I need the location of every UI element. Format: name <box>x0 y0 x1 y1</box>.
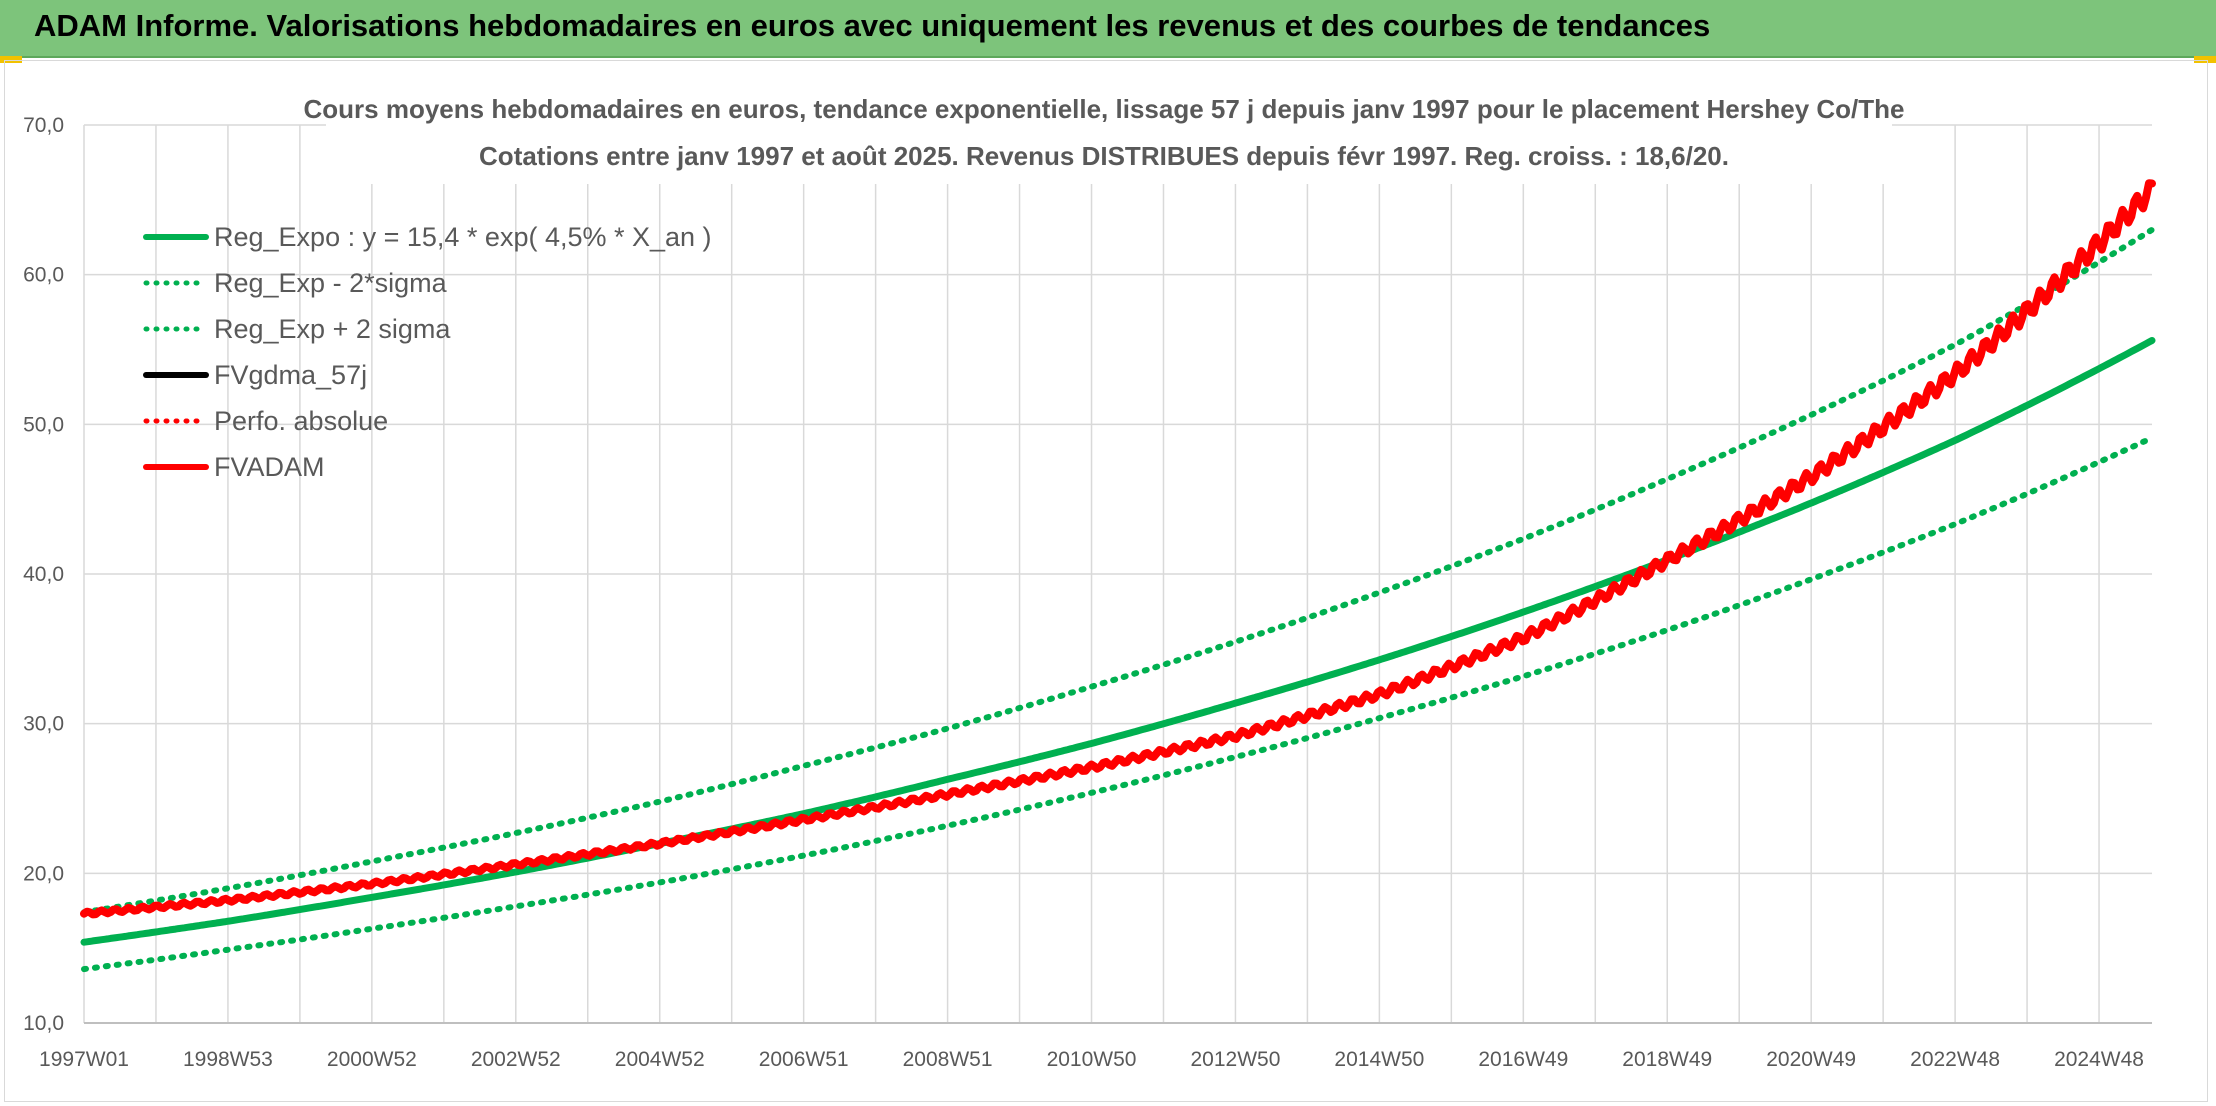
y-tick-label: 60,0 <box>23 264 64 287</box>
x-tick-label: 2022W48 <box>1910 1048 2000 1071</box>
x-tick-label: 1998W53 <box>183 1048 273 1071</box>
legend-label: Reg_Exp - 2*sigma <box>214 268 448 298</box>
legend-label: FVgdma_57j <box>214 360 367 390</box>
legend-label: Reg_Exp + 2 sigma <box>214 314 451 344</box>
title-backdrop <box>326 84 1892 184</box>
header-accent-left <box>0 56 22 63</box>
chart-area <box>4 60 2208 1102</box>
chart-title-line1: Cours moyens hebdomadaires en euros, ten… <box>304 94 1905 124</box>
header-accent-right <box>2194 56 2216 63</box>
y-tick-label: 40,0 <box>23 563 64 586</box>
series-reg-expo <box>80 337 2156 946</box>
y-tick-label: 30,0 <box>23 713 64 736</box>
series-reg-exp-plus-2sigma <box>81 226 2155 916</box>
y-tick-label: 70,0 <box>23 114 64 137</box>
x-tick-label: 2020W49 <box>1766 1048 1856 1071</box>
x-tick-label: 2018W49 <box>1622 1048 1712 1071</box>
report-header: ADAM Informe. Valorisations hebdomadaire… <box>0 0 2216 58</box>
y-tick-label: 10,0 <box>23 1012 64 1035</box>
x-tick-label: 2008W51 <box>903 1048 993 1071</box>
x-tick-label: 1997W01 <box>39 1048 129 1071</box>
y-tick-label: 50,0 <box>23 413 64 436</box>
x-tick-label: 2012W50 <box>1190 1048 1280 1071</box>
chart-title-line2: Cotations entre janv 1997 et août 2025. … <box>479 141 1729 171</box>
report-title: ADAM Informe. Valorisations hebdomadaire… <box>34 8 1711 43</box>
y-axis-ticks: 10,0 20,0 30,0 40,0 50,0 60,0 70,0 <box>23 114 64 1035</box>
legend-label: Reg_Expo : y = 15,4 * exp( 4,5% * X_an ) <box>214 222 712 252</box>
x-tick-label: 2000W52 <box>327 1048 417 1071</box>
x-tick-label: 2004W52 <box>615 1048 705 1071</box>
x-tick-label: 2014W50 <box>1334 1048 1424 1071</box>
series-fvadam <box>80 179 2156 919</box>
legend-label: FVADAM <box>214 452 325 482</box>
legend-label: Perfo. absolue <box>214 406 388 436</box>
x-tick-label: 2010W50 <box>1047 1048 1137 1071</box>
x-axis-ticks: 1997W01 1998W53 2000W52 2002W52 2004W52 2006W… <box>39 1048 2144 1071</box>
x-tick-label: 2024W48 <box>2054 1048 2144 1071</box>
x-tick-label: 2016W49 <box>1478 1048 1568 1071</box>
chart-grid <box>83 124 2152 1024</box>
y-tick-label: 20,0 <box>23 862 64 885</box>
x-tick-label: 2006W51 <box>759 1048 849 1071</box>
x-tick-label: 2002W52 <box>471 1048 561 1071</box>
series-reg-exp-minus-2sigma <box>81 434 2155 973</box>
chart-legend: Reg_Expo : y = 15,4 * exp( 4,5% * X_an )… <box>143 222 712 482</box>
chart-series <box>80 179 2156 973</box>
